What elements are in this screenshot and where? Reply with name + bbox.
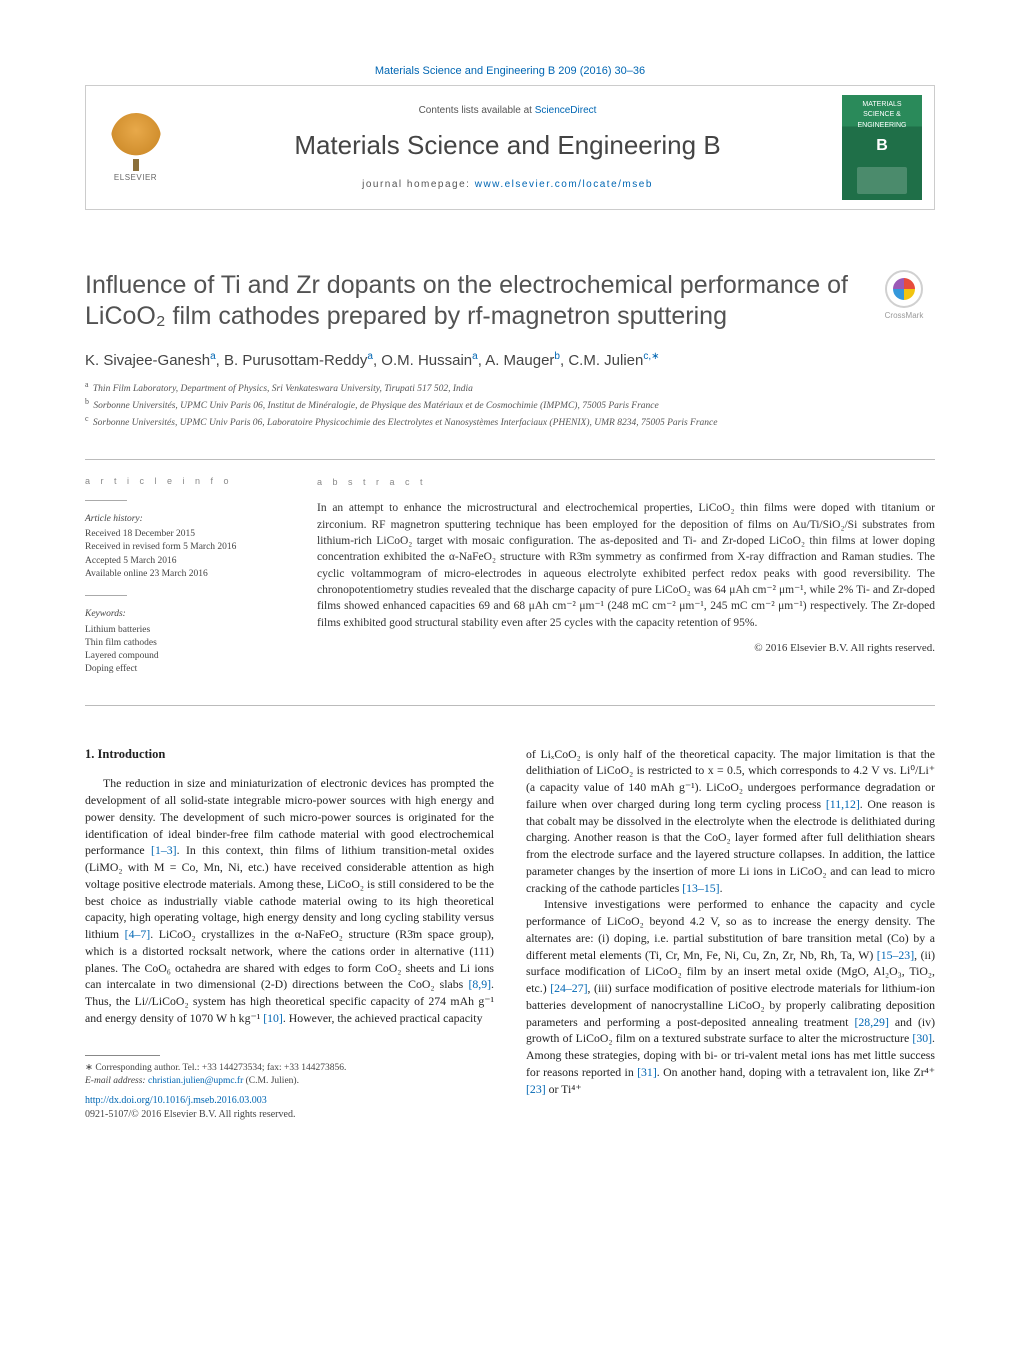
journal-name: Materials Science and Engineering B [193,130,822,161]
article-title: Influence of Ti and Zr dopants on the el… [85,270,853,333]
divider-top [85,459,935,460]
abstract-copyright: © 2016 Elsevier B.V. All rights reserved… [317,641,935,657]
authors-line: K. Sivajee-Ganesha, B. Purusottam-Reddya… [85,351,935,369]
issn-copyright: 0921-5107/© 2016 Elsevier B.V. All right… [85,1108,494,1122]
email-line: E-mail address: christian.julien@upmc.fr… [85,1075,494,1088]
body-para-1: The reduction in size and miniaturizatio… [85,775,494,1026]
email-label: E-mail address: [85,1076,148,1086]
cover-letter-b: B [876,136,888,155]
keyword-line: Layered compound [85,650,285,663]
journal-header-box: ELSEVIER Contents lists available at Sci… [85,85,935,210]
crossmark-badge[interactable]: CrossMark [873,270,935,320]
cover-line1: MATERIALS [862,101,901,109]
elsevier-logo[interactable]: ELSEVIER [98,105,173,190]
body-para-2: of LiₓCoO₂ is only half of the theoretic… [526,746,935,897]
doi-link[interactable]: http://dx.doi.org/10.1016/j.mseb.2016.03… [85,1094,494,1108]
journal-cover-thumbnail[interactable]: MATERIALS SCIENCE & ENGINEERING B [842,95,922,200]
section-heading-intro: 1. Introduction [85,746,494,764]
cover-line2: SCIENCE & [863,111,901,119]
abstract-text: In an attempt to enhance the microstruct… [317,500,935,631]
contents-available-line: Contents lists available at ScienceDirec… [193,105,822,116]
affiliation-line: b Sorbonne Universités, UPMC Univ Paris … [85,396,935,413]
keyword-line: Lithium batteries [85,624,285,637]
affiliations: a Thin Film Laboratory, Department of Ph… [85,379,935,431]
info-divider-2 [85,595,127,596]
homepage-link[interactable]: www.elsevier.com/locate/mseb [475,179,653,190]
keyword-line: Thin film cathodes [85,637,285,650]
citation-header[interactable]: Materials Science and Engineering B 209 … [85,65,935,77]
journal-homepage-line: journal homepage: www.elsevier.com/locat… [193,179,822,190]
homepage-prefix: journal homepage: [362,179,475,190]
body-column-left: 1. Introduction The reduction in size an… [85,746,494,1123]
corresponding-author-line: ∗ Corresponding author. Tel.: +33 144273… [85,1062,494,1075]
crossmark-label: CrossMark [885,311,924,320]
cover-line3: ENGINEERING [857,122,906,130]
body-column-right: of LiₓCoO₂ is only half of the theoretic… [526,746,935,1123]
history-line: Available online 23 March 2016 [85,568,285,581]
contents-prefix: Contents lists available at [419,105,535,116]
article-info-sidebar: a r t i c l e i n f o Article history: R… [85,476,285,677]
abstract-block: a b s t r a c t In an attempt to enhance… [317,476,935,677]
sciencedirect-link[interactable]: ScienceDirect [535,105,597,116]
affiliation-line: a Thin Film Laboratory, Department of Ph… [85,379,935,396]
history-label: Article history: [85,513,285,526]
article-info-label: a r t i c l e i n f o [85,476,285,486]
footnotes-block: ∗ Corresponding author. Tel.: +33 144273… [85,1055,494,1123]
footnotes-divider [85,1055,160,1056]
keyword-line: Doping effect [85,663,285,676]
divider-bottom [85,705,935,706]
crossmark-icon [885,270,923,308]
keywords-label: Keywords: [85,608,285,621]
history-line: Received 18 December 2015 [85,528,285,541]
history-line: Received in revised form 5 March 2016 [85,541,285,554]
elsevier-tree-icon [111,113,161,163]
email-link[interactable]: christian.julien@upmc.fr [148,1076,243,1086]
history-line: Accepted 5 March 2016 [85,555,285,568]
body-para-3: Intensive investigations were performed … [526,896,935,1097]
email-suffix: (C.M. Julien). [243,1076,299,1086]
info-divider-1 [85,500,127,501]
elsevier-label: ELSEVIER [114,173,157,182]
cover-image-placeholder [857,167,907,194]
abstract-label: a b s t r a c t [317,476,935,489]
affiliation-line: c Sorbonne Universités, UPMC Univ Paris … [85,413,935,430]
